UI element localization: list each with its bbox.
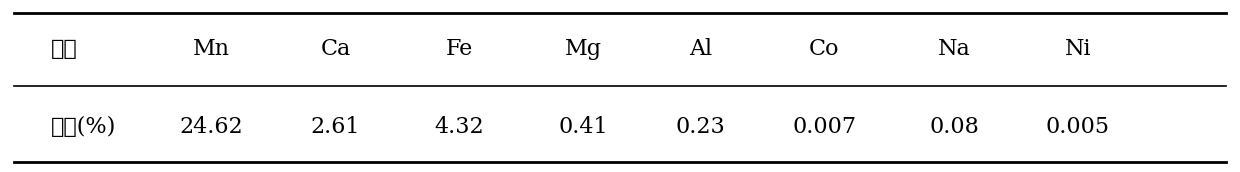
- Text: Fe: Fe: [445, 38, 472, 60]
- Text: 含量(%): 含量(%): [51, 116, 117, 138]
- Text: 元素: 元素: [51, 38, 78, 60]
- Text: 2.61: 2.61: [311, 116, 360, 138]
- Text: Ca: Ca: [320, 38, 351, 60]
- Text: 0.08: 0.08: [929, 116, 980, 138]
- Text: 0.007: 0.007: [792, 116, 856, 138]
- Text: 4.32: 4.32: [434, 116, 484, 138]
- Text: 0.23: 0.23: [676, 116, 725, 138]
- Text: Al: Al: [689, 38, 712, 60]
- Text: Co: Co: [808, 38, 839, 60]
- Text: 0.41: 0.41: [558, 116, 608, 138]
- Text: Na: Na: [937, 38, 971, 60]
- Text: Mn: Mn: [193, 38, 231, 60]
- Text: Mg: Mg: [564, 38, 601, 60]
- Text: 0.005: 0.005: [1045, 116, 1110, 138]
- Text: Ni: Ni: [1064, 38, 1091, 60]
- Text: 24.62: 24.62: [180, 116, 243, 138]
